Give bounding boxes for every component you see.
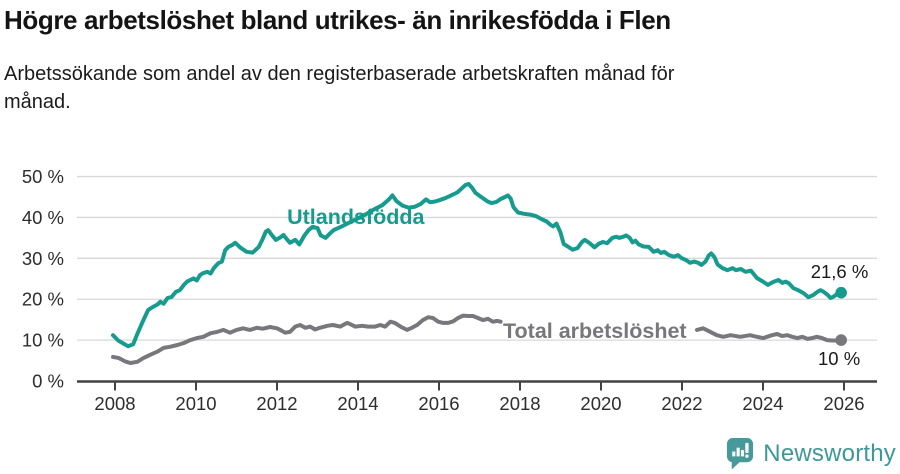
x-axis-label: 2012 <box>256 393 297 414</box>
page-title: Högre arbetslöshet bland utrikes- än inr… <box>4 5 671 35</box>
newsworthy-speech-bubble-icon <box>725 437 754 470</box>
chart-header: Högre arbetslöshet bland utrikes- än inr… <box>4 5 884 117</box>
x-axis-label: 2024 <box>742 393 783 414</box>
chart-subtitle: Arbetssökande som andel av den registerb… <box>4 62 675 114</box>
y-axis-label: 40 % <box>22 207 64 228</box>
annotation-label: Utlandsfödda <box>287 205 425 229</box>
series-end-dot-0 <box>835 286 847 299</box>
x-axis-label: 2010 <box>175 393 216 414</box>
x-axis-label: 2018 <box>499 393 540 414</box>
series-line-1 <box>111 313 503 365</box>
x-axis-label: 2022 <box>661 393 702 414</box>
y-axis-label: 10 % <box>22 330 64 351</box>
newsworthy-logo: Newsworthy <box>725 437 896 470</box>
y-axis-label: 20 % <box>22 289 64 310</box>
x-axis-label: 2016 <box>418 393 459 414</box>
series-line-1 <box>695 326 844 343</box>
y-axis-label: 0 % <box>32 371 64 392</box>
x-axis-label: 2014 <box>337 393 378 414</box>
x-axis-label: 2026 <box>823 393 864 414</box>
y-axis-label: 30 % <box>22 248 64 269</box>
x-axis-label: 2008 <box>94 393 135 414</box>
newsworthy-wordmark: Newsworthy <box>763 439 896 467</box>
series-line-0 <box>111 181 844 349</box>
y-axis-label: 50 % <box>22 166 64 187</box>
annotation-label: Total arbetslöshet <box>503 319 687 343</box>
x-axis-label: 2020 <box>580 393 621 414</box>
annotation-label: 21,6 % <box>811 261 869 282</box>
annotation-label: 10 % <box>818 348 860 369</box>
series-end-dot-1 <box>835 334 847 346</box>
